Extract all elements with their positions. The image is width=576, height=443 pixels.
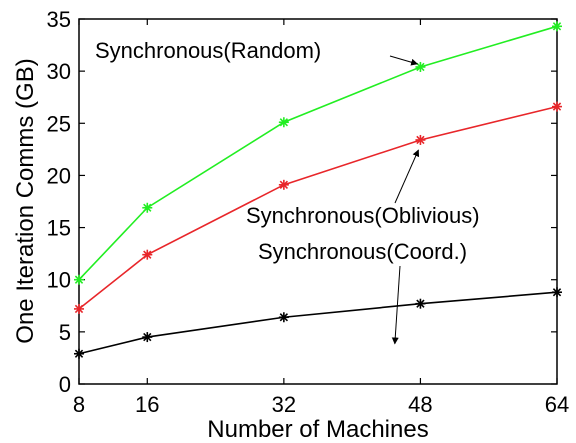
y-tick-label: 30 xyxy=(47,59,71,84)
y-axis-label: One Iteration Comms (GB) xyxy=(12,58,39,343)
series-line xyxy=(74,287,562,359)
x-tick-label: 32 xyxy=(272,392,296,417)
plot-area xyxy=(78,18,558,385)
data-point xyxy=(415,134,426,145)
annotations-group: Synchronous(Random) Synchronous(Oblivious… xyxy=(95,38,480,345)
data-point xyxy=(415,298,426,309)
data-point xyxy=(278,312,289,323)
data-point xyxy=(142,202,153,213)
annotation-label: Synchronous(Random) xyxy=(95,38,321,63)
x-tick-label: 48 xyxy=(408,392,432,417)
series-line xyxy=(74,101,562,314)
axis-ticks: 0 5 10 15 20 25 30 35 8 16 32 48 64 xyxy=(47,7,570,417)
annotation-arrow xyxy=(391,265,401,345)
annotation-label: Synchronous(Coord.) xyxy=(258,239,467,264)
data-point xyxy=(552,101,562,112)
x-tick-label: 64 xyxy=(545,392,569,417)
series-line xyxy=(74,21,562,285)
y-tick-label: 25 xyxy=(47,111,71,136)
data-point xyxy=(74,303,84,314)
data-point xyxy=(552,21,562,32)
annotation-label: Synchronous(Oblivious) xyxy=(246,203,480,228)
data-point xyxy=(278,117,289,128)
y-tick-label: 20 xyxy=(47,163,71,188)
x-axis-label: Number of Machines xyxy=(207,416,428,443)
x-tick-label: 8 xyxy=(73,392,85,417)
data-point xyxy=(142,249,153,260)
y-tick-label: 35 xyxy=(47,7,71,32)
annotation-arrow xyxy=(389,55,419,66)
y-tick-label: 15 xyxy=(47,216,71,241)
data-point xyxy=(74,274,84,285)
data-point xyxy=(278,179,289,190)
x-tick-label: 16 xyxy=(135,392,159,417)
y-tick-label: 0 xyxy=(59,372,71,397)
data-point xyxy=(142,332,153,343)
data-point xyxy=(74,348,84,359)
y-tick-label: 10 xyxy=(47,268,71,293)
data-point xyxy=(552,287,562,298)
annotation-arrow xyxy=(394,149,420,204)
y-tick-label: 5 xyxy=(59,320,71,345)
series-group xyxy=(74,21,562,359)
